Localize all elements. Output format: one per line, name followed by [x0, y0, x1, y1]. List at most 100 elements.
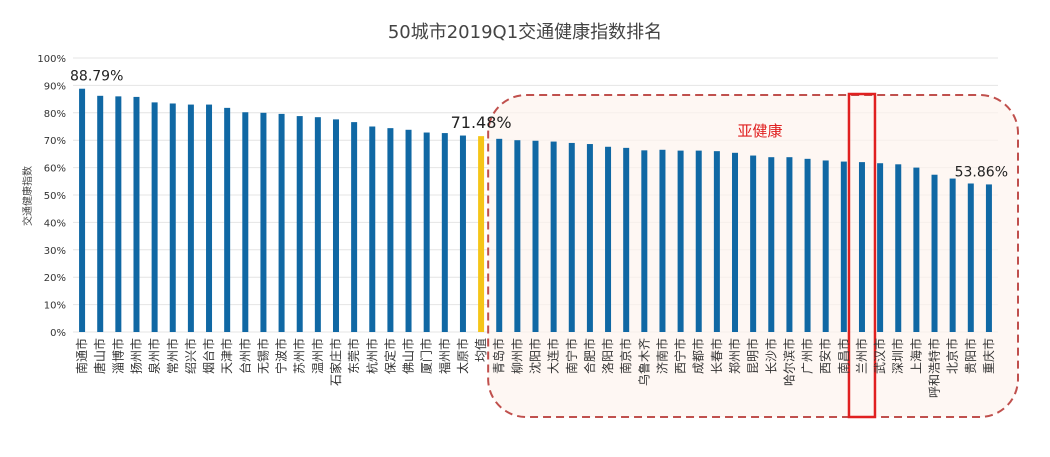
bar-51: [985, 184, 992, 332]
x-tick-label: 柳州市: [509, 338, 524, 374]
bar-44: [858, 162, 865, 332]
x-tick-label: 长春市: [709, 338, 724, 374]
data-label: 88.79%: [70, 69, 123, 85]
x-tick-label: 合肥市: [582, 338, 597, 374]
y-tick-label: 60%: [44, 164, 66, 175]
x-tick-label: 昆明市: [745, 338, 760, 374]
bar-3: [115, 96, 122, 332]
x-tick-label: 西宁市: [673, 338, 688, 374]
x-tick-label: 常州市: [165, 338, 180, 374]
bar-7: [187, 104, 194, 332]
y-tick-label: 100%: [37, 54, 66, 65]
x-tick-label: 烟台市: [201, 338, 216, 374]
x-tick-label: 哈尔滨市: [781, 338, 796, 386]
x-tick-label: 洛阳市: [600, 338, 615, 374]
bar-41: [804, 158, 811, 332]
bar-25: [514, 140, 521, 332]
y-tick-label: 50%: [44, 191, 66, 202]
bar-29: [586, 144, 593, 332]
bar-45: [877, 163, 884, 332]
x-tick-label: 呼和浩特市: [927, 338, 942, 398]
bar-31: [623, 147, 630, 332]
bar-26: [532, 140, 539, 332]
x-tick-label: 福州市: [437, 338, 452, 374]
bar-39: [768, 157, 775, 332]
bar-27: [550, 141, 557, 332]
x-tick-label: 郑州市: [727, 338, 742, 374]
x-tick-label: 厦门市: [419, 338, 434, 374]
x-tick-label: 温州市: [310, 338, 325, 374]
bar-46: [895, 164, 902, 332]
bar-28: [568, 142, 575, 332]
bar-6: [169, 103, 176, 332]
bar-24: [496, 138, 503, 332]
x-tick-label: 上海市: [908, 338, 923, 374]
x-tick-label: 均值: [473, 338, 488, 362]
region-label: 亚健康: [737, 122, 782, 140]
bar-18: [387, 128, 394, 332]
bar-40: [786, 157, 793, 332]
x-tick-label: 乌鲁木齐: [636, 338, 651, 386]
x-tick-label: 台州市: [237, 338, 252, 374]
x-tick-label: 济南市: [654, 338, 669, 374]
bar-14: [314, 117, 321, 333]
x-tick-label: 石家庄市: [328, 338, 343, 386]
x-tick-label: 沈阳市: [528, 338, 543, 374]
x-tick-label: 太原市: [455, 338, 470, 374]
x-tick-label: 广州市: [800, 338, 815, 374]
bar-13: [296, 116, 303, 332]
data-label: 53.86%: [955, 164, 1008, 180]
x-tick-label: 宁波市: [274, 338, 289, 374]
x-tick-label: 兰州市: [854, 338, 869, 374]
x-tick-label: 苏州市: [292, 338, 307, 374]
x-tick-label: 唐山市: [92, 338, 107, 374]
x-tick-label: 长沙市: [763, 338, 778, 374]
x-tick-label: 泉州市: [147, 338, 162, 374]
x-tick-label: 重庆市: [981, 338, 996, 374]
y-tick-label: 90%: [44, 81, 66, 92]
bar-22: [459, 135, 466, 332]
bar-10: [242, 112, 249, 332]
bar-15: [332, 119, 339, 332]
bar-17: [369, 126, 376, 332]
x-tick-label: 青岛市: [491, 338, 506, 374]
y-tick-label: 0%: [50, 328, 66, 339]
y-axis-label: 交通健康指数: [21, 166, 34, 226]
x-tick-label: 扬州市: [128, 338, 143, 374]
bar-50: [967, 183, 974, 332]
bar-30: [605, 146, 612, 332]
y-tick-label: 10%: [44, 301, 66, 312]
x-tick-label: 武汉市: [872, 338, 887, 374]
bar-33: [659, 149, 666, 332]
labels: 0% 10% 20% 30% 40% 50% 60% 70% 80% 90% 100% 亚健康南通市唐…: [37, 54, 1008, 398]
x-tick-label: 东莞市: [346, 338, 361, 374]
highlight-box: [847, 92, 877, 419]
bar-21: [441, 133, 448, 332]
data-label: 71.48%: [451, 113, 512, 132]
bar-1: [79, 88, 86, 333]
bar-43: [840, 161, 847, 332]
bar-9: [224, 107, 231, 332]
bar-5: [151, 102, 158, 332]
bar-42: [822, 160, 829, 332]
x-tick-label: 深圳市: [890, 338, 905, 374]
bars: [79, 88, 992, 333]
chart-title: 50城市2019Q1交通健康指数排名: [387, 22, 663, 43]
bar-48: [931, 174, 938, 332]
x-tick-label: 贵阳市: [963, 338, 978, 374]
bar-36: [713, 151, 720, 332]
bar-47: [913, 167, 920, 332]
bar-4: [133, 96, 140, 333]
bar-11: [260, 112, 267, 332]
x-tick-label: 北京市: [945, 338, 960, 374]
x-tick-label: 淄博市: [110, 338, 125, 374]
x-tick-label: 大连市: [546, 338, 561, 374]
bar-16: [351, 122, 358, 332]
y-tick-label: 20%: [44, 273, 66, 284]
x-tick-label: 无锡市: [255, 338, 270, 374]
bar-23: [478, 136, 485, 332]
y-tick-label: 80%: [44, 109, 66, 120]
x-tick-label: 南昌市: [836, 338, 851, 374]
x-tick-label: 南京市: [618, 338, 633, 374]
